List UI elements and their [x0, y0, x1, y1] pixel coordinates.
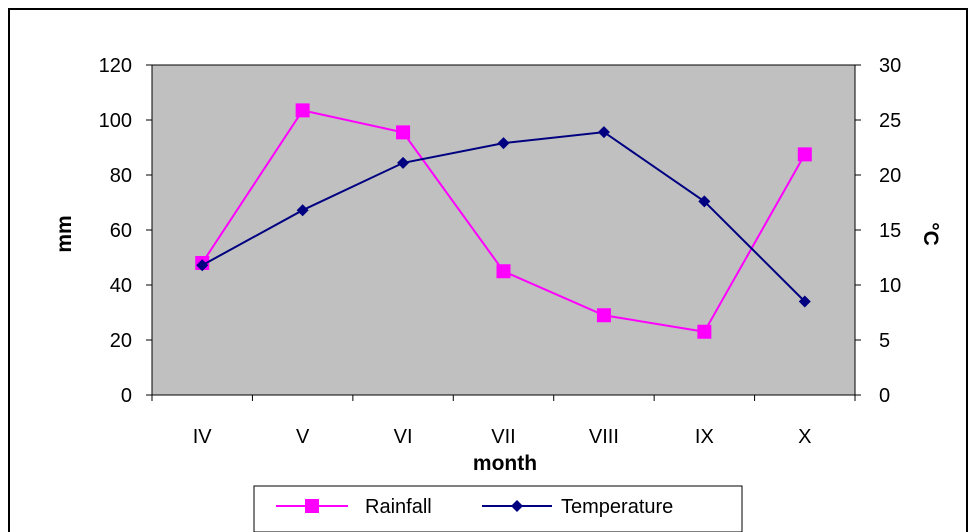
y-tick-label: 0: [121, 385, 132, 407]
temperature-point: [296, 204, 309, 217]
series-layer: [195, 103, 812, 339]
x-tick-label: IX: [695, 426, 714, 448]
rainfall-point: [496, 264, 511, 279]
rainfall-point: [697, 324, 712, 339]
legend: Rainfall Temperature: [253, 485, 743, 532]
temperature-point: [798, 295, 811, 308]
y-axis-title: mm: [53, 215, 76, 252]
rainfall-point: [596, 308, 611, 323]
x-axis-title: month: [473, 452, 537, 475]
y2-tick-label: 25: [879, 110, 901, 132]
axes: 0 20 40 60 80 100 120 0 5 10 15 20 25 30 IV V VI VII VIII I…: [99, 55, 902, 448]
legend-rainfall-label: Rainfall: [365, 496, 432, 518]
rainfall-point: [396, 125, 411, 140]
temperature-point: [196, 259, 209, 272]
legend-rainfall-marker: [305, 499, 319, 513]
y2-tick-label: 10: [879, 275, 901, 297]
y-tick-label: 20: [110, 330, 132, 352]
temperature-point: [497, 137, 510, 150]
legend-temperature-marker: [511, 500, 523, 512]
x-tick-label: V: [296, 426, 310, 448]
rainfall-point: [295, 103, 310, 118]
legend-box: [253, 485, 743, 532]
y2-tick-label: 15: [879, 220, 901, 242]
y-tick-label: 40: [110, 275, 132, 297]
y2-axis-title: °C: [919, 222, 942, 246]
x-tick-label: X: [798, 426, 811, 448]
plot-area: [151, 64, 856, 396]
x-tick-label: VIII: [589, 426, 619, 448]
y2-tick-label: 30: [879, 55, 901, 77]
x-tick-label: VII: [491, 426, 515, 448]
y-tick-label: 120: [99, 55, 132, 77]
y-tick-label: 60: [110, 220, 132, 242]
temperature-point: [698, 195, 711, 208]
y2-tick-label: 20: [879, 165, 901, 187]
rainfall-point: [797, 147, 812, 162]
y-tick-label: 80: [110, 165, 132, 187]
legend-temperature-label: Temperature: [561, 496, 673, 518]
x-tick-label: IV: [193, 426, 213, 448]
temperature-point: [397, 156, 410, 169]
x-tick-label: VI: [394, 426, 413, 448]
y2-tick-label: 0: [879, 385, 890, 407]
y-tick-label: 100: [99, 110, 132, 132]
temperature-point: [597, 126, 610, 139]
y2-tick-label: 5: [879, 330, 890, 352]
